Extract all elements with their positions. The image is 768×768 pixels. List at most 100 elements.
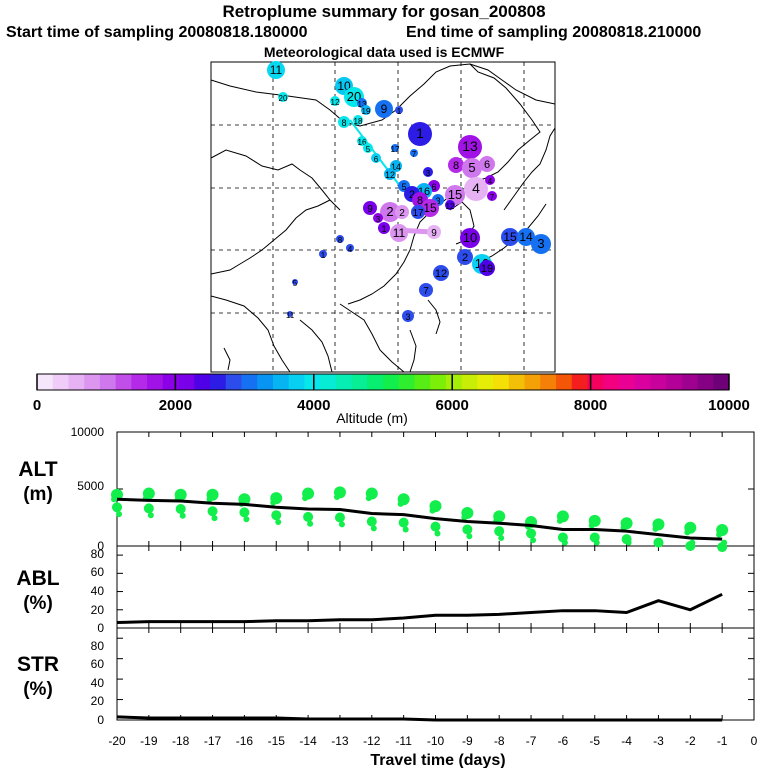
alt-cluster-point bbox=[179, 512, 186, 519]
alt-cluster-point bbox=[588, 522, 595, 529]
alt-cluster-point bbox=[239, 507, 250, 518]
plume-cluster-label: 4 bbox=[348, 245, 353, 254]
alt-cluster-point bbox=[561, 539, 568, 546]
plume-cluster-marker bbox=[408, 122, 432, 146]
plume-cluster-marker bbox=[462, 158, 482, 178]
x-tick-label: -12 bbox=[363, 734, 381, 748]
plume-cluster-label: 17 bbox=[391, 145, 400, 154]
plume-cluster-label: 11 bbox=[270, 63, 283, 77]
colorbar-swatch bbox=[162, 374, 179, 390]
plume-cluster-marker bbox=[363, 201, 377, 215]
plume-cluster-label: 8 bbox=[453, 160, 459, 172]
x-tick-label: -13 bbox=[331, 734, 349, 748]
plume-cluster-marker bbox=[330, 96, 340, 106]
plume-cluster-label: 1 bbox=[397, 107, 402, 116]
plume-cluster-label: 12 bbox=[446, 202, 455, 211]
plume-cluster-marker bbox=[531, 234, 551, 254]
colorbar-swatch bbox=[257, 374, 274, 390]
x-tick-label: -14 bbox=[299, 734, 317, 748]
x-tick-label: -19 bbox=[140, 734, 158, 748]
alt-cluster-point bbox=[143, 503, 154, 514]
plume-cluster-label: 1 bbox=[416, 125, 424, 141]
plume-cluster-label: 3 bbox=[435, 196, 440, 206]
plume-cluster-marker bbox=[378, 222, 390, 234]
x-tick-label: -1 bbox=[717, 734, 728, 748]
plume-cluster-label: 9 bbox=[431, 228, 437, 239]
str-panel-unit: (%) bbox=[23, 679, 53, 700]
colorbar-swatch bbox=[335, 374, 352, 390]
alt-panel-label: ALT bbox=[18, 458, 57, 481]
plume-cluster-label: 12 bbox=[331, 98, 340, 107]
alt-cluster-point bbox=[370, 525, 377, 532]
alt-cluster-point bbox=[112, 502, 122, 513]
plume-cluster-marker bbox=[384, 168, 396, 180]
axis-ticks bbox=[116, 431, 755, 721]
x-tick-label: -3 bbox=[653, 734, 664, 748]
alt-cluster-point bbox=[111, 496, 117, 503]
plume-cluster-marker bbox=[479, 260, 495, 276]
plume-cluster-marker bbox=[287, 311, 293, 317]
alt-cluster-point bbox=[147, 512, 154, 519]
alt-cluster-point bbox=[429, 507, 436, 514]
plume-cluster-label: 9 bbox=[381, 102, 388, 116]
colorbar-swatch bbox=[68, 374, 85, 390]
colorbar-swatch bbox=[461, 374, 478, 390]
plume-cluster-label: 4 bbox=[488, 177, 493, 186]
plume-cluster-label: 12 bbox=[385, 170, 395, 180]
alt-cluster-point bbox=[398, 517, 409, 528]
plume-cluster-marker bbox=[391, 144, 399, 152]
colorbar-swatch bbox=[713, 374, 730, 390]
met-data-label: Meteorological data used is ECMWF bbox=[263, 44, 505, 60]
abl-tick-label: 0 bbox=[97, 621, 104, 635]
alt-cluster-point bbox=[270, 499, 277, 506]
colorbar-swatch bbox=[367, 374, 384, 390]
alt-mean-line bbox=[116, 497, 723, 541]
plume-cluster-label: 7 bbox=[412, 150, 417, 159]
plume-cluster-label: 3 bbox=[376, 215, 381, 224]
x-axis-title: Travel time (days) bbox=[370, 752, 505, 768]
plume-cluster-marker bbox=[373, 213, 383, 223]
colorbar-swatch bbox=[587, 374, 604, 390]
str-tick-label: 80 bbox=[91, 639, 105, 653]
alt-tick-label: 10000 bbox=[71, 425, 105, 439]
alt-cluster-point bbox=[430, 521, 441, 532]
alt-cluster-point bbox=[207, 506, 218, 517]
plume-cluster-marker bbox=[357, 136, 367, 146]
series-lines bbox=[116, 497, 723, 722]
plume-cluster-label: 2 bbox=[462, 252, 468, 264]
x-tick-label: -4 bbox=[621, 734, 632, 748]
plume-cluster-label: 7 bbox=[423, 286, 429, 297]
abl-tick-label: 20 bbox=[91, 603, 105, 617]
alt-cluster-point bbox=[530, 537, 537, 544]
colorbar-swatch bbox=[508, 374, 525, 390]
alt-cluster-point bbox=[302, 495, 309, 502]
alt-cluster-point bbox=[116, 511, 122, 518]
plume-cluster-label: 5 bbox=[468, 160, 475, 175]
plume-cluster-label: 1 bbox=[321, 251, 326, 260]
alt-cluster-point bbox=[434, 530, 441, 537]
colorbar-swatch bbox=[650, 374, 667, 390]
str-line bbox=[116, 715, 723, 722]
plume-cluster-marker bbox=[421, 199, 439, 217]
plume-cluster-marker bbox=[395, 106, 403, 114]
plume-cluster-marker bbox=[464, 177, 488, 201]
alt-cluster-point bbox=[494, 526, 505, 537]
alt-cluster-point bbox=[397, 500, 404, 507]
colorbar-swatch bbox=[99, 374, 117, 390]
plume-cluster-marker bbox=[402, 310, 414, 322]
plume-cluster-marker bbox=[419, 283, 433, 297]
x-tick-label: -11 bbox=[395, 734, 412, 748]
colorbar-title: Altitude (m) bbox=[336, 410, 408, 426]
time-series-panels: ALT (m) ABL (%) STR (%) 10000 5000 0 80 … bbox=[16, 425, 757, 748]
alt-cluster-point bbox=[206, 496, 213, 503]
plume-cluster-marker bbox=[375, 100, 393, 118]
plume-cluster-label: 7 bbox=[490, 193, 495, 202]
colorbar-tick-label: 6000 bbox=[436, 397, 469, 414]
x-tick-label: -8 bbox=[494, 734, 505, 748]
alt-tick-label: 0 bbox=[97, 539, 104, 553]
alt-cluster-point bbox=[462, 524, 473, 535]
colorbar-swatch bbox=[571, 374, 588, 390]
plume-cluster-marker bbox=[423, 167, 433, 177]
